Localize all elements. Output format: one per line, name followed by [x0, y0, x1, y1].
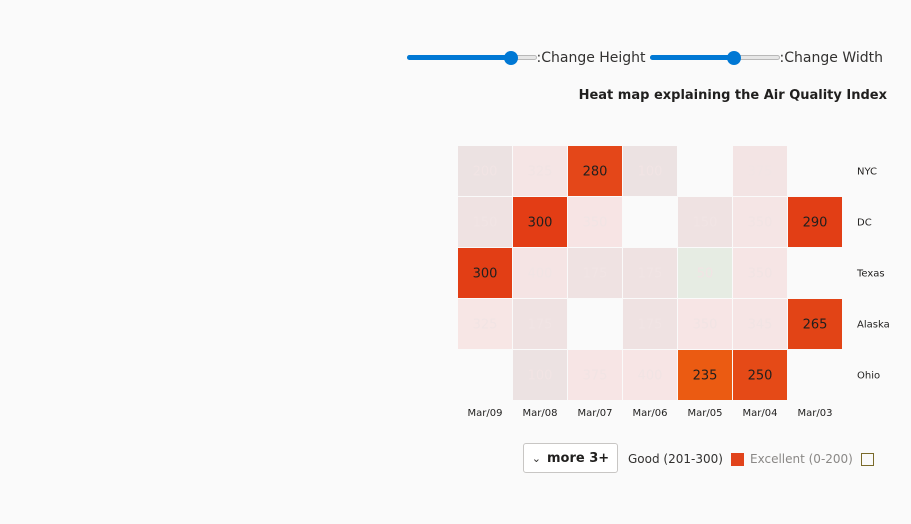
- heatmap-cell-label: 150: [693, 216, 718, 231]
- heatmap-cell[interactable]: [623, 248, 677, 298]
- y-axis-label: NYC: [857, 167, 877, 178]
- heatmap-cell-label: 235: [693, 369, 718, 384]
- heatmap-cell-label: 300: [528, 216, 553, 231]
- heatmap-cell-label: 200: [473, 165, 498, 180]
- y-axis-label: DC: [857, 218, 872, 229]
- legend-item-excellent[interactable]: Excellent (0-200): [750, 452, 874, 466]
- heatmap-cell-label: 175: [638, 318, 663, 333]
- legend-item-good[interactable]: Good (201-300): [628, 452, 744, 466]
- heatmap-cell-label: 175: [583, 267, 608, 282]
- heatmap-cell[interactable]: [568, 350, 622, 400]
- heatmap-cell-label: 300: [473, 267, 498, 282]
- y-axis-label: Alaska: [857, 320, 890, 331]
- heatmap-cell[interactable]: [513, 146, 567, 196]
- heatmap-cell[interactable]: [678, 248, 732, 298]
- legend-item-good-swatch: [730, 452, 744, 466]
- heatmap-cell[interactable]: [513, 248, 567, 298]
- heatmap-cell[interactable]: [733, 248, 787, 298]
- heatmap-cell-label: 250: [748, 369, 773, 384]
- height-slider-label: :Change Height: [536, 50, 646, 66]
- heatmap-cell[interactable]: [733, 197, 787, 247]
- heatmap-cell-label: 150: [473, 216, 498, 231]
- heatmap-cell[interactable]: [678, 299, 732, 349]
- chart-title: Heat map explaining the Air Quality Inde…: [578, 88, 887, 103]
- heatmap-cell-label: 400: [638, 369, 663, 384]
- heatmap-cell-label: 350: [748, 216, 773, 231]
- x-axis-label: Mar/06: [633, 408, 668, 419]
- heatmap-cell-label: 175: [638, 267, 663, 282]
- heatmap-cell-label: 375: [748, 165, 773, 180]
- heatmap-cell[interactable]: [733, 146, 787, 196]
- legend-item-excellent-label: Excellent (0-200): [750, 452, 853, 466]
- legend-item-excellent-swatch: [860, 452, 874, 466]
- heatmap-cell[interactable]: [733, 350, 787, 400]
- chevron-down-icon: ⌄: [531, 451, 542, 465]
- legend-more-button[interactable]: ⌄ more 3+: [523, 443, 618, 473]
- height-slider[interactable]: [406, 48, 537, 68]
- heatmap-cell[interactable]: [458, 146, 512, 196]
- x-axis-label: Mar/07: [578, 408, 613, 419]
- heatmap-cell-label: 175: [528, 318, 553, 333]
- y-axis-label: Ohio: [857, 371, 880, 382]
- heatmap-cell-label: 100: [638, 165, 663, 180]
- heatmap-cell[interactable]: [788, 299, 842, 349]
- y-axis-label: Texas: [856, 269, 885, 280]
- heatmap-cell[interactable]: [623, 350, 677, 400]
- heatmap-cell[interactable]: [458, 248, 512, 298]
- x-axis-label: Mar/03: [798, 408, 833, 419]
- heatmap-cell-label: 350: [748, 267, 773, 282]
- heatmap-cell-label: 350: [583, 216, 608, 231]
- heatmap-cell-label: 325: [473, 318, 498, 333]
- x-axis-label: Mar/05: [688, 408, 723, 419]
- heatmap-cell-label: 350: [693, 318, 718, 333]
- width-slider-label: :Change Width: [779, 50, 883, 66]
- heatmap-cell[interactable]: [513, 197, 567, 247]
- slider-controls: :Change Height :Change Width: [406, 48, 888, 68]
- heatmap-cell-label: 345: [748, 318, 773, 333]
- heatmap-cell-label: 100: [528, 369, 553, 384]
- heatmap-cell[interactable]: [458, 299, 512, 349]
- x-axis-label: Mar/08: [523, 408, 558, 419]
- width-slider-thumb[interactable]: [727, 51, 742, 65]
- heatmap-cell[interactable]: [788, 197, 842, 247]
- heatmap-cell[interactable]: [458, 197, 512, 247]
- legend-item-good-label: Good (201-300): [628, 452, 723, 466]
- heatmap-cell-label: 325: [528, 165, 553, 180]
- height-slider-thumb[interactable]: [503, 51, 518, 65]
- heatmap-cell-label: 375: [583, 369, 608, 384]
- heatmap-cell[interactable]: [568, 146, 622, 196]
- x-axis-label: Mar/04: [743, 408, 778, 419]
- heatmap-cell[interactable]: [513, 299, 567, 349]
- heatmap-cell-label: 400: [528, 267, 553, 282]
- legend-more-label: more 3+: [547, 450, 610, 466]
- height-slider-fill: [406, 55, 511, 60]
- x-axis-label: Mar/09: [468, 408, 503, 419]
- heatmap-cell[interactable]: [513, 350, 567, 400]
- heatmap-cell-label: 265: [803, 318, 828, 333]
- heatmap-cell[interactable]: [678, 350, 732, 400]
- heatmap-cell-label: 280: [583, 165, 608, 180]
- width-slider[interactable]: [649, 48, 780, 68]
- heatmap-cell[interactable]: [568, 248, 622, 298]
- heatmap-cell[interactable]: [623, 299, 677, 349]
- heatmap-cell-label: 50: [697, 267, 714, 282]
- heatmap-cell[interactable]: [623, 146, 677, 196]
- heatmap-cell[interactable]: [678, 197, 732, 247]
- heatmap-cell-label: 290: [803, 216, 828, 231]
- width-slider-fill: [649, 55, 735, 60]
- heatmap-cell[interactable]: [733, 299, 787, 349]
- heatmap-cell[interactable]: [568, 197, 622, 247]
